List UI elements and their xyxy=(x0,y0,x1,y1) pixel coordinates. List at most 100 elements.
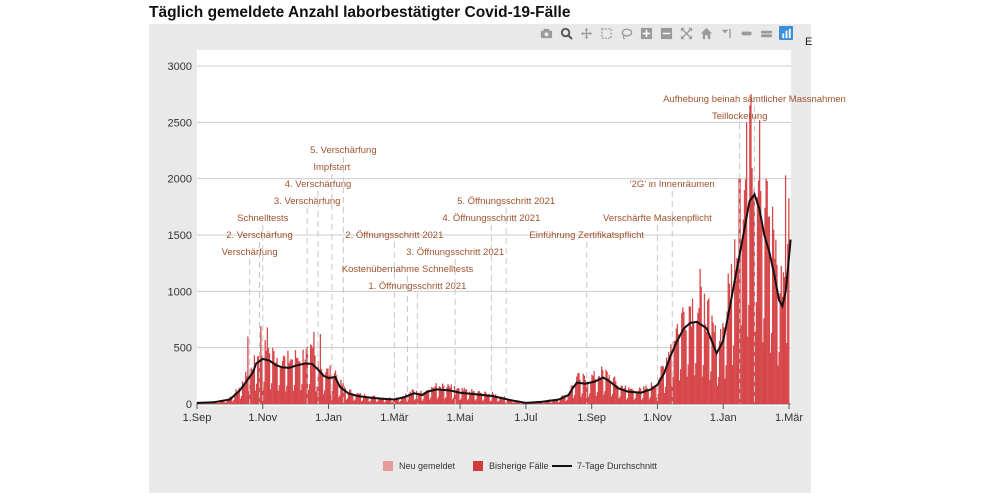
daily-bar xyxy=(535,403,537,404)
daily-bar xyxy=(225,402,227,404)
daily-bar xyxy=(406,401,408,404)
daily-bar xyxy=(663,393,666,404)
daily-bar xyxy=(596,392,598,404)
daily-bar xyxy=(591,374,593,404)
daily-bar xyxy=(775,239,777,404)
daily-bar xyxy=(503,396,505,404)
zoom-in-icon[interactable] xyxy=(639,26,653,40)
daily-bar xyxy=(700,286,702,404)
daily-bar xyxy=(622,389,624,404)
daily-bar xyxy=(686,376,688,404)
daily-bar xyxy=(340,379,342,404)
daily-bar xyxy=(544,401,547,404)
daily-bar xyxy=(507,399,510,404)
daily-bar xyxy=(586,381,589,404)
daily-bar xyxy=(418,392,420,404)
pan-icon[interactable] xyxy=(579,26,593,40)
daily-bar xyxy=(567,394,569,404)
x-tick-label: 1.Nov xyxy=(643,412,672,424)
annotation-label: 4. Verschärfung xyxy=(285,179,352,190)
daily-bar xyxy=(623,388,626,404)
annotation-label: Verschärfung xyxy=(222,247,278,258)
daily-bar xyxy=(216,403,219,404)
daily-bar xyxy=(427,391,430,404)
daily-bar xyxy=(260,326,262,404)
plotly-logo-icon[interactable] xyxy=(779,26,793,40)
daily-bar xyxy=(467,398,470,404)
daily-bar xyxy=(439,387,442,404)
daily-bar xyxy=(723,327,725,404)
daily-bar xyxy=(491,392,494,404)
daily-bar xyxy=(610,396,613,404)
daily-bar xyxy=(589,393,591,404)
daily-bar xyxy=(279,366,282,404)
daily-bar xyxy=(625,399,628,404)
daily-bar xyxy=(667,364,669,404)
daily-bar xyxy=(584,380,587,404)
modebar xyxy=(539,25,793,41)
daily-bar xyxy=(435,383,437,404)
daily-bar xyxy=(605,369,607,404)
daily-bar xyxy=(690,326,693,404)
daily-bar xyxy=(652,386,655,404)
daily-bar xyxy=(738,178,740,404)
daily-bar xyxy=(773,229,775,404)
daily-bar xyxy=(780,265,782,404)
daily-bar xyxy=(720,329,722,404)
x-tick-label: 1.Nov xyxy=(248,412,277,424)
daily-bar xyxy=(457,388,459,404)
box-select-icon[interactable] xyxy=(599,26,613,40)
daily-bar xyxy=(658,379,660,404)
daily-bar xyxy=(287,350,289,404)
daily-bar xyxy=(339,395,341,404)
daily-bar xyxy=(433,387,435,404)
daily-bar xyxy=(361,400,364,404)
daily-bar xyxy=(278,385,280,404)
daily-bar xyxy=(726,311,728,404)
daily-bar xyxy=(221,400,223,404)
camera-icon[interactable] xyxy=(539,26,553,40)
daily-bar xyxy=(324,390,326,404)
daily-bar xyxy=(727,273,729,404)
hover-compare-icon[interactable] xyxy=(759,26,773,40)
y-tick-label: 1500 xyxy=(168,230,192,242)
daily-bar xyxy=(597,376,600,404)
legend-swatch xyxy=(473,461,483,471)
daily-bar xyxy=(329,365,331,404)
y-tick-label: 2000 xyxy=(168,174,192,186)
daily-bar xyxy=(617,385,619,404)
daily-bar xyxy=(351,393,353,404)
daily-bar xyxy=(453,385,456,404)
daily-bar xyxy=(731,364,734,404)
daily-bar xyxy=(788,198,790,404)
daily-bar xyxy=(366,397,368,404)
daily-bar xyxy=(222,399,224,404)
daily-bar xyxy=(469,391,471,404)
home-icon[interactable] xyxy=(699,26,713,40)
daily-bar xyxy=(635,392,637,404)
zoom-out-icon[interactable] xyxy=(659,26,673,40)
daily-bar xyxy=(282,355,285,404)
spike-lines-icon[interactable] xyxy=(719,26,733,40)
zoom-icon[interactable] xyxy=(559,26,573,40)
daily-bar xyxy=(306,346,309,404)
daily-bar xyxy=(501,397,503,404)
daily-bar xyxy=(261,355,263,404)
x-tick-label: 1.Mai xyxy=(447,412,474,424)
daily-bar xyxy=(705,332,708,404)
daily-bar xyxy=(419,394,421,404)
daily-bar xyxy=(424,393,426,404)
daily-bar xyxy=(498,400,500,404)
hover-closest-icon[interactable] xyxy=(739,26,753,40)
daily-bar xyxy=(391,402,393,404)
annotation-label: 3. Öffnungsschritt 2021 xyxy=(406,247,504,258)
lasso-select-icon[interactable] xyxy=(619,26,633,40)
daily-bar xyxy=(374,397,377,404)
daily-bar xyxy=(235,389,237,404)
daily-bar xyxy=(519,403,522,404)
daily-bar xyxy=(309,344,312,404)
daily-bar xyxy=(682,307,684,404)
autoscale-icon[interactable] xyxy=(679,26,693,40)
daily-bar xyxy=(736,257,738,404)
annotation-label: '2G' in Innenräumen xyxy=(630,179,715,190)
